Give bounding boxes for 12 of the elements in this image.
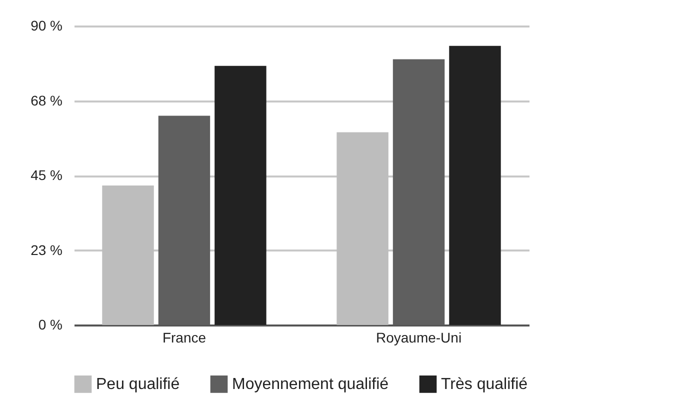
legend-label: Très qualifié <box>441 376 528 394</box>
x-tick-label: Royaume-Uni <box>376 330 462 346</box>
y-tick-label: 23 % <box>30 242 62 258</box>
y-tick-label: 45 % <box>30 167 62 183</box>
bar <box>449 46 501 325</box>
y-tick-label: 0 % <box>38 316 62 332</box>
legend-label: Peu qualifié <box>96 376 180 394</box>
x-tick-label: France <box>162 330 206 346</box>
bar <box>214 66 266 325</box>
y-tick-label: 90 % <box>30 18 62 34</box>
y-tick-label: 68 % <box>30 92 62 108</box>
legend-label: Moyennement qualifié <box>232 376 389 394</box>
